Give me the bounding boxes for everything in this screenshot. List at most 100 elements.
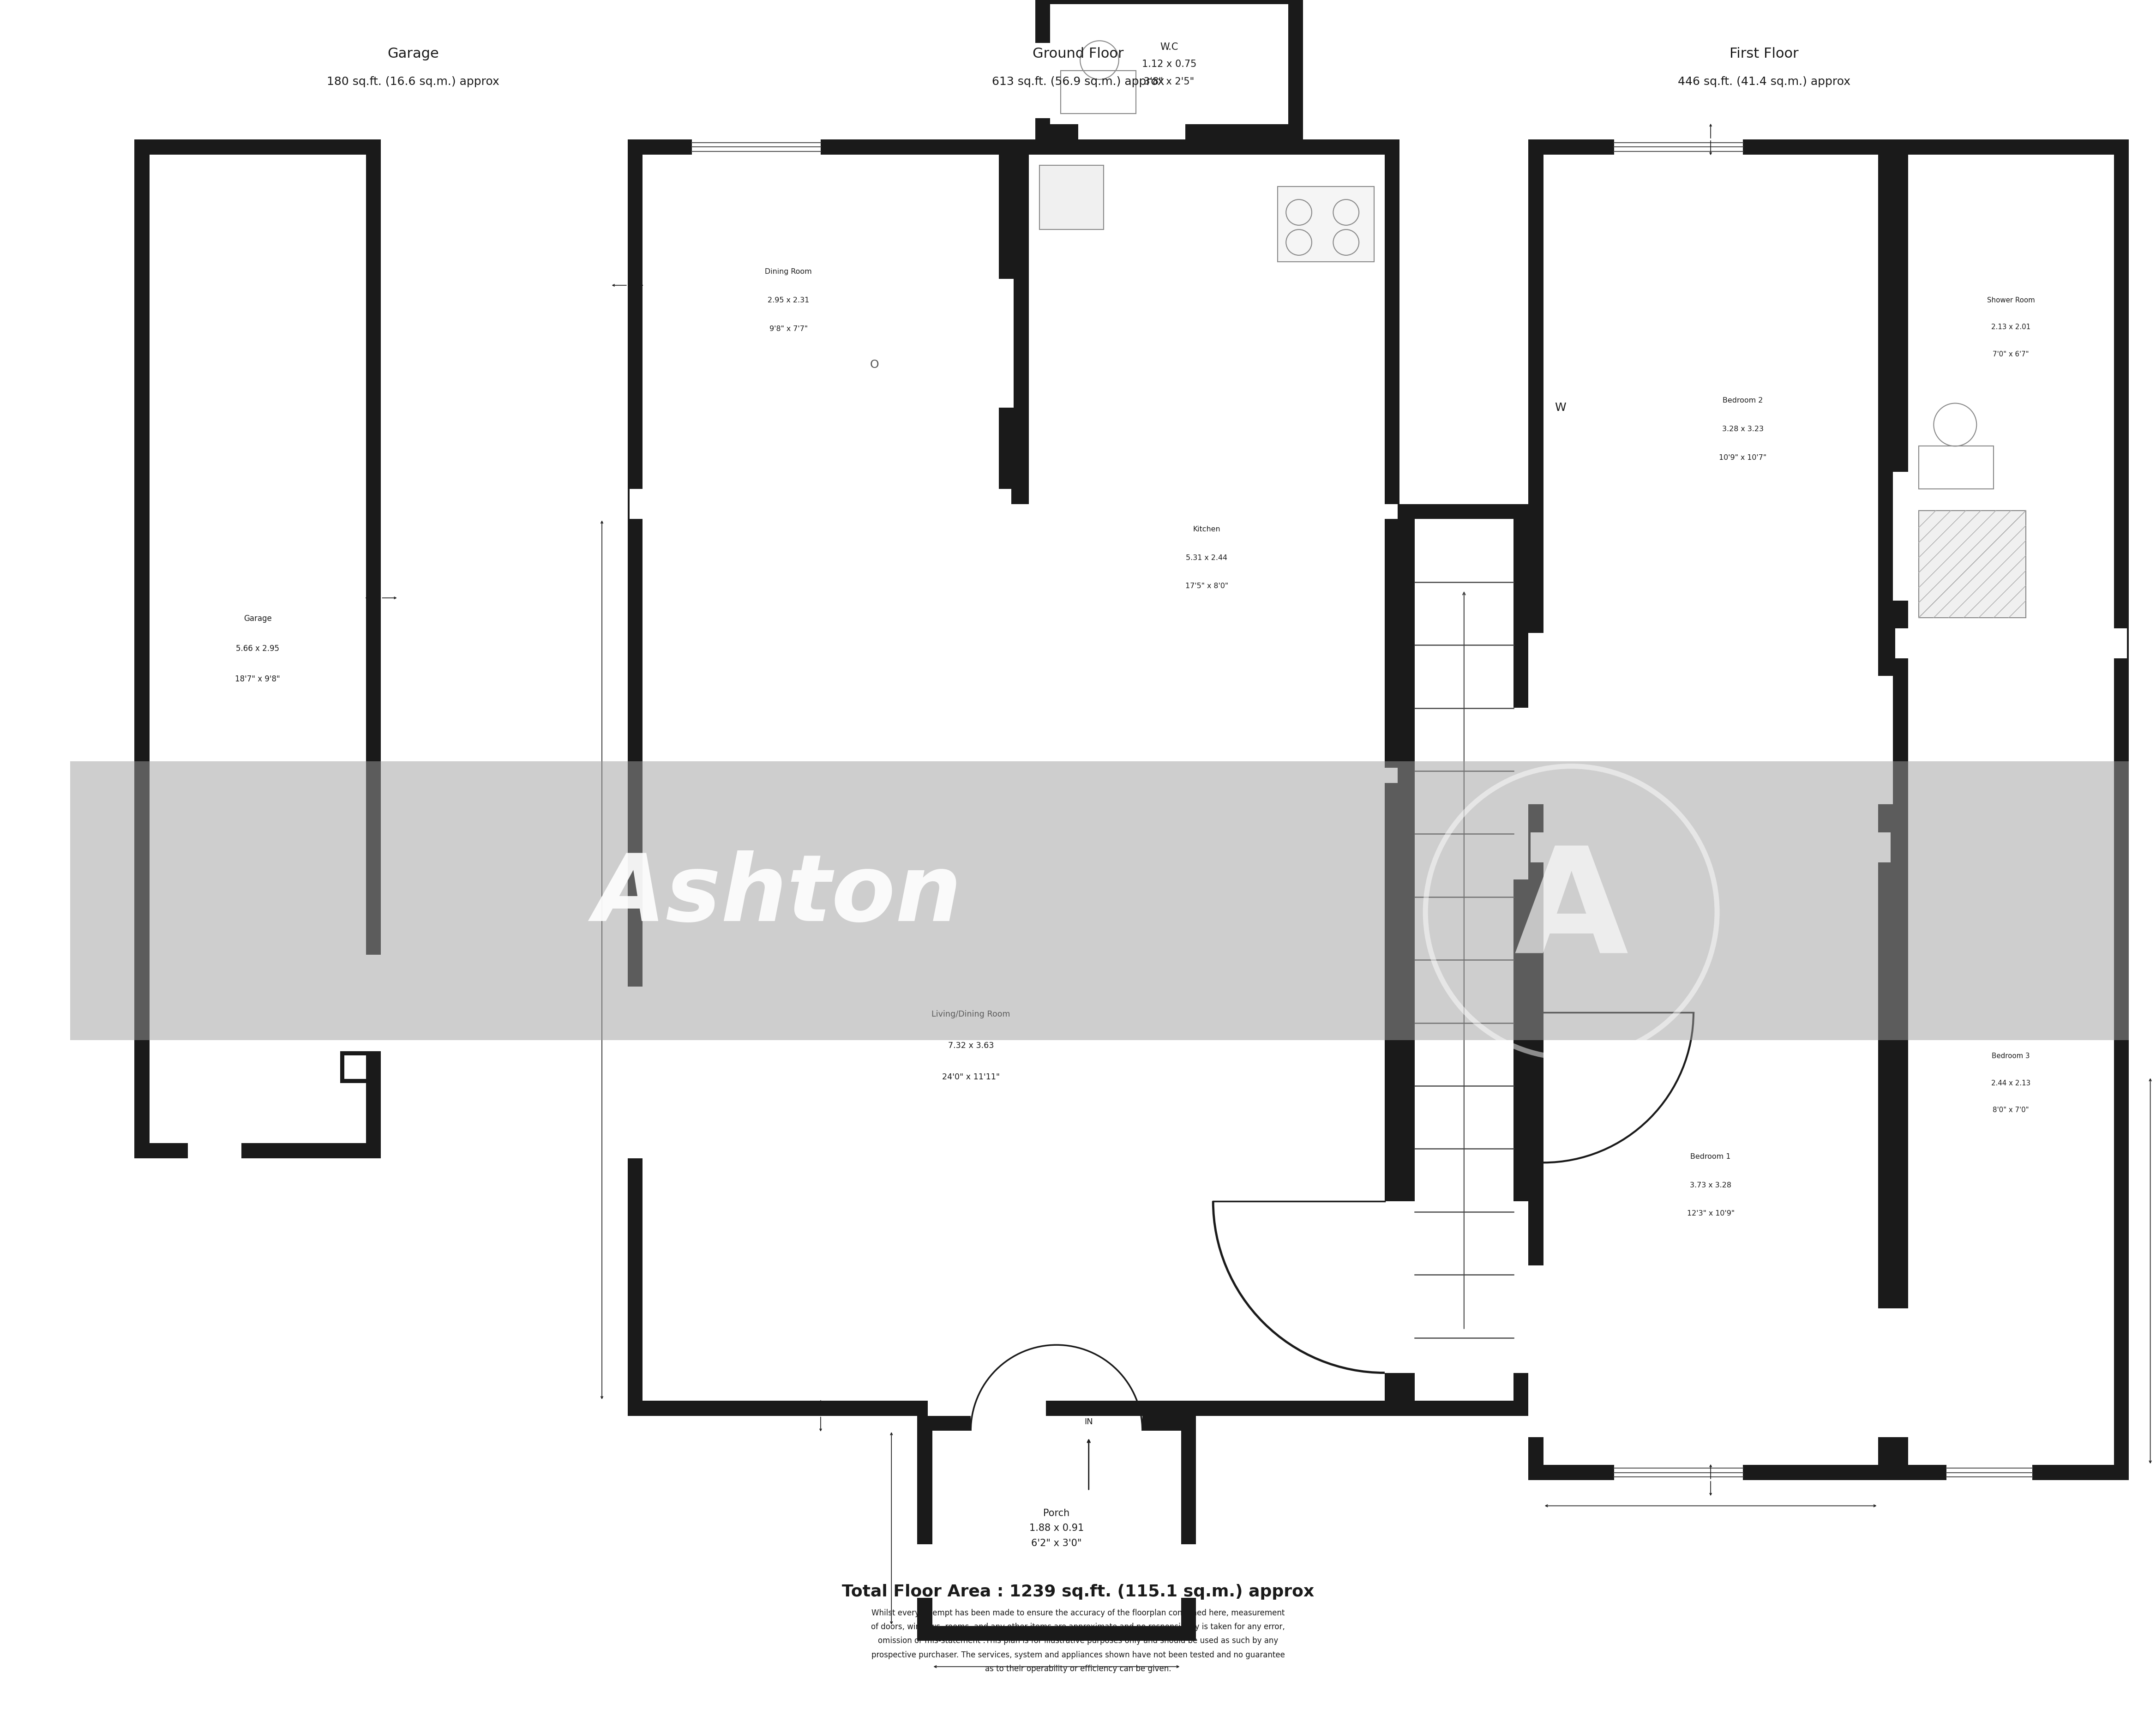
- Bar: [1895, 644, 2126, 659]
- Bar: [1279, 187, 1373, 261]
- Bar: [1919, 446, 1994, 489]
- Text: 6'2" x 3'0": 6'2" x 3'0": [1031, 1539, 1082, 1548]
- Text: 1.12 x 0.75: 1.12 x 0.75: [1143, 60, 1197, 69]
- Bar: [1013, 139, 1399, 782]
- Text: 613 sq.ft. (56.9 sq.m.) approx: 613 sq.ft. (56.9 sq.m.) approx: [992, 76, 1164, 88]
- Text: 24'0" x 11'11": 24'0" x 11'11": [942, 1072, 1000, 1081]
- Bar: [1531, 832, 1891, 848]
- Text: as to their operability or efficiency can be given.: as to their operability or efficiency ca…: [985, 1665, 1171, 1673]
- Bar: [1414, 518, 1514, 1400]
- Text: 17'5" x 8'0": 17'5" x 8'0": [1186, 583, 1229, 590]
- Bar: [927, 1400, 1046, 1416]
- Bar: [1061, 70, 1136, 113]
- Text: 8'0" x 7'0": 8'0" x 7'0": [1992, 1107, 2029, 1114]
- Bar: [1529, 139, 1893, 848]
- Text: 12'3" x 10'9": 12'3" x 10'9": [1686, 1210, 1733, 1217]
- Text: 446 sq.ft. (41.4 sq.m.) approx: 446 sq.ft. (41.4 sq.m.) approx: [1677, 76, 1850, 88]
- Bar: [188, 1143, 241, 1158]
- Bar: [1529, 633, 1544, 805]
- Bar: [1544, 154, 1878, 832]
- Bar: [1050, 5, 1287, 124]
- Bar: [970, 1416, 1143, 1431]
- Text: Total Floor Area : 1239 sq.ft. (115.1 sq.m.) approx: Total Floor Area : 1239 sq.ft. (115.1 sq…: [841, 1584, 1315, 1599]
- Bar: [1039, 165, 1104, 230]
- Bar: [630, 505, 1397, 518]
- Bar: [1531, 848, 1891, 861]
- Bar: [1908, 659, 2113, 1465]
- Bar: [1908, 154, 2113, 628]
- Bar: [916, 1416, 1197, 1640]
- Bar: [1615, 139, 1742, 154]
- Text: Bedroom 2: Bedroom 2: [1723, 396, 1764, 403]
- Text: 7'0" x 6'7": 7'0" x 6'7": [1992, 350, 2029, 357]
- Bar: [1947, 1465, 2033, 1479]
- Bar: [1078, 124, 1186, 139]
- Text: 5.31 x 2.44: 5.31 x 2.44: [1186, 554, 1227, 561]
- Bar: [1893, 644, 2128, 1479]
- Bar: [1181, 1544, 1197, 1598]
- Text: 180 sq.ft. (16.6 sq.m.) approx: 180 sq.ft. (16.6 sq.m.) approx: [328, 76, 500, 88]
- Text: Dining Room: Dining Room: [765, 268, 813, 275]
- Bar: [1399, 1201, 1414, 1373]
- Bar: [1384, 1201, 1399, 1373]
- Bar: [1615, 1465, 1742, 1479]
- Bar: [1919, 510, 2027, 618]
- Text: 2.13 x 2.01: 2.13 x 2.01: [1992, 324, 2031, 331]
- Bar: [998, 278, 1013, 407]
- Bar: [1035, 43, 1050, 118]
- Bar: [1893, 1308, 1908, 1438]
- Text: IN: IN: [1084, 1417, 1093, 1426]
- Bar: [1279, 187, 1373, 261]
- Text: Garage: Garage: [388, 46, 440, 60]
- Bar: [345, 1055, 367, 1079]
- Bar: [1529, 1266, 1544, 1438]
- Text: Living/Dining Room: Living/Dining Room: [931, 1011, 1011, 1018]
- Text: First Floor: First Floor: [1729, 46, 1798, 60]
- Bar: [149, 154, 367, 1143]
- Bar: [1893, 472, 1908, 601]
- Bar: [627, 139, 1013, 505]
- Text: Garage: Garage: [244, 614, 272, 623]
- Text: Ground Floor: Ground Floor: [1033, 46, 1123, 60]
- Text: Ashton: Ashton: [593, 851, 962, 940]
- Text: 2.95 x 2.31: 2.95 x 2.31: [768, 297, 808, 304]
- Bar: [1947, 1465, 2033, 1479]
- Bar: [1015, 767, 1397, 782]
- Bar: [69, 762, 2128, 1040]
- Text: 3'8" x 2'5": 3'8" x 2'5": [1145, 77, 1194, 86]
- Bar: [1878, 1308, 1893, 1438]
- Text: Porch: Porch: [1044, 1508, 1069, 1519]
- Bar: [1013, 558, 1028, 686]
- Bar: [1514, 707, 1529, 879]
- Text: O: O: [869, 359, 880, 371]
- Bar: [916, 1544, 931, 1598]
- Text: prospective purchaser. The services, system and appliances shown have not been t: prospective purchaser. The services, sys…: [871, 1651, 1285, 1659]
- Bar: [642, 518, 1384, 1400]
- Bar: [1028, 154, 1384, 767]
- Bar: [692, 139, 821, 154]
- Bar: [627, 505, 1399, 1416]
- Text: Whilst every attempt has been made to ensure the accuracy of the floorplan conta: Whilst every attempt has been made to en…: [871, 1610, 1285, 1616]
- Text: 3.28 x 3.23: 3.28 x 3.23: [1723, 426, 1764, 432]
- Text: Bedroom 1: Bedroom 1: [1690, 1153, 1731, 1160]
- Bar: [367, 954, 382, 1083]
- Bar: [627, 987, 642, 1158]
- Text: Bedroom 3: Bedroom 3: [1992, 1052, 2031, 1060]
- Bar: [931, 1431, 1181, 1627]
- Text: of doors, windows, rooms, and any other items are approximate and no responsibil: of doors, windows, rooms, and any other …: [871, 1623, 1285, 1632]
- Bar: [1878, 676, 1893, 805]
- Text: W.C: W.C: [1160, 43, 1177, 51]
- Text: W: W: [1554, 402, 1565, 414]
- Bar: [1615, 1465, 1742, 1479]
- Bar: [1615, 139, 1742, 154]
- Bar: [1544, 861, 1878, 1465]
- Text: 5.66 x 2.95: 5.66 x 2.95: [235, 645, 280, 654]
- Text: 9'8" x 7'7": 9'8" x 7'7": [770, 326, 808, 333]
- Text: Shower Room: Shower Room: [1988, 297, 2035, 304]
- Text: 18'7" x 9'8": 18'7" x 9'8": [235, 674, 280, 683]
- Bar: [1514, 1201, 1529, 1373]
- Bar: [1399, 505, 1529, 1416]
- Bar: [1035, 0, 1302, 139]
- Bar: [1039, 165, 1104, 230]
- Bar: [642, 154, 998, 489]
